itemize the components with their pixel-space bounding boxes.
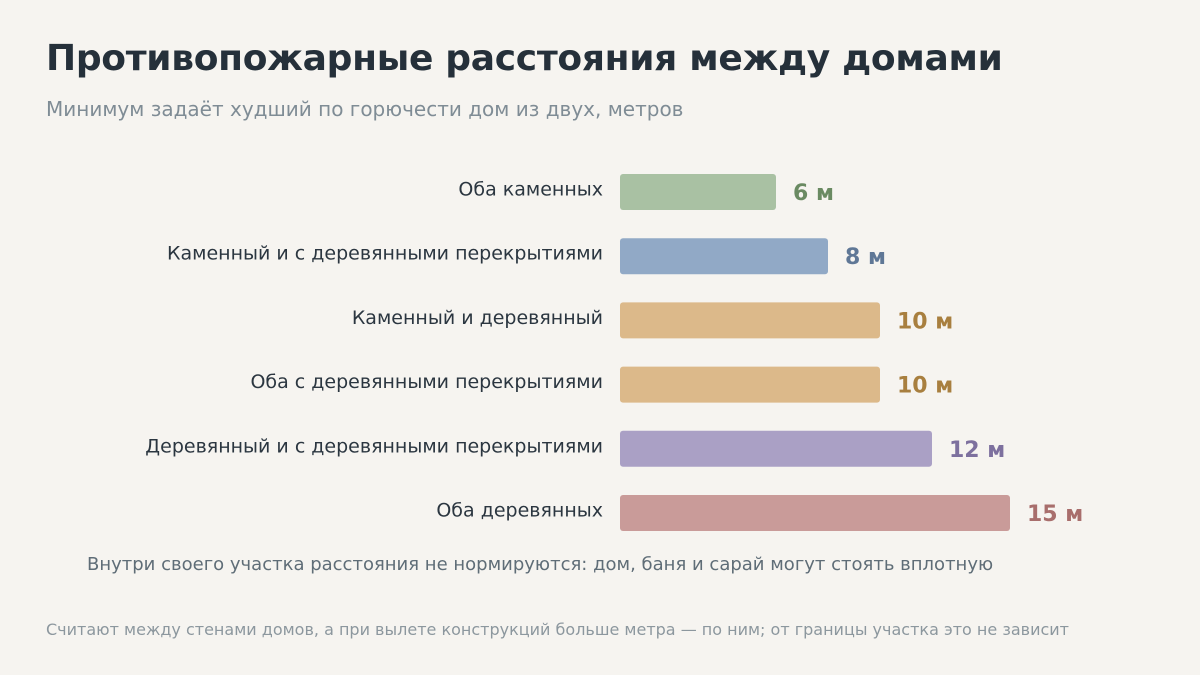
value-label: 15 м	[1027, 502, 1083, 527]
bar	[620, 495, 1010, 531]
category-label: Оба с деревянными перекрытиями	[250, 371, 603, 393]
category-label: Каменный и деревянный	[352, 307, 603, 329]
category-label: Оба деревянных	[436, 500, 603, 522]
bar	[620, 238, 828, 275]
value-label: 6 м	[793, 181, 834, 206]
value-label: 10 м	[897, 374, 953, 399]
category-label: Деревянный и с деревянными перекрытиями	[145, 435, 603, 457]
inner-plot-note: Внутри своего участка расстояния не норм…	[87, 554, 994, 575]
chart-title: Противопожарные расстояния между домами	[46, 38, 1003, 79]
value-label: 8 м	[845, 245, 886, 270]
value-label: 10 м	[897, 309, 953, 334]
bar	[620, 430, 932, 467]
bar	[620, 302, 880, 339]
bar	[620, 366, 880, 403]
footer-note: Считают между стенами домов, а при вылет…	[46, 620, 1069, 639]
chart-subtitle: Минимум задаёт худший по горючести дом и…	[46, 97, 684, 121]
value-label: 12 м	[949, 438, 1005, 463]
category-label: Каменный и с деревянными перекрытиями	[167, 243, 603, 265]
bar	[620, 174, 776, 210]
category-label: Оба каменных	[458, 179, 603, 201]
